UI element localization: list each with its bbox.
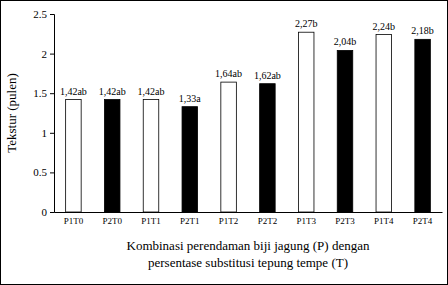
- x-tick-label: P2T2: [258, 216, 278, 226]
- data-labels: 1,42ab 1,42ab 1,42ab 1,33a 1,64ab 1,62ab 2,27b…: [60, 18, 434, 103]
- x-tick-label: P1T2: [219, 216, 239, 226]
- x-tick-label: P2T1: [180, 216, 200, 226]
- y-axis: 0 0.5 1 1.5 2 2.5: [33, 8, 54, 218]
- x-axis-title: Kombinasi perendaman biji jagung (P) den…: [127, 238, 370, 270]
- x-tick-label: P1T0: [64, 216, 84, 226]
- y-tick-mark: [50, 14, 54, 15]
- x-tick: P1T3: [296, 212, 316, 226]
- bar: [260, 84, 276, 212]
- x-tick: P1T2: [219, 212, 239, 226]
- bars: [66, 32, 431, 212]
- bar: [182, 107, 198, 212]
- bar: [415, 39, 431, 212]
- y-tick: 2: [42, 48, 55, 60]
- bar: [104, 100, 120, 212]
- y-tick: 0: [42, 206, 55, 218]
- y-tick-label: 0.5: [33, 166, 47, 178]
- data-label: 2,27b: [295, 18, 318, 29]
- y-tick-mark: [50, 133, 54, 134]
- data-label: 1,62ab: [254, 70, 281, 81]
- bar: [143, 100, 159, 212]
- bar: [66, 100, 82, 212]
- x-tick-label: P2T3: [335, 216, 355, 226]
- x-axis-title-line: persentase substitusi tepung tempe (T): [148, 255, 348, 270]
- data-label: 2,04b: [334, 36, 357, 47]
- figure-frame: [1, 1, 448, 285]
- y-tick-label: 2: [42, 48, 48, 60]
- bar: [298, 32, 314, 212]
- y-tick-label: 1.5: [33, 87, 47, 99]
- x-tick-label: P1T1: [141, 216, 161, 226]
- bar: [337, 50, 353, 212]
- y-tick: 1: [42, 127, 55, 139]
- bar: [376, 35, 392, 212]
- x-tick: P2T0: [102, 212, 122, 226]
- y-tick-mark: [50, 212, 54, 213]
- y-tick-mark: [50, 172, 54, 173]
- data-label: 1,42ab: [138, 86, 165, 97]
- data-label: 2,18b: [411, 25, 434, 36]
- y-tick-label: 0: [42, 206, 48, 218]
- x-tick: P1T1: [141, 212, 161, 226]
- x-axis-line: [55, 212, 443, 213]
- x-tick: P2T1: [180, 212, 200, 226]
- y-axis-title: Tekstur (pulen): [4, 73, 19, 153]
- x-tick-label: P1T4: [374, 216, 394, 226]
- y-tick: 0.5: [33, 166, 54, 178]
- x-tick: P2T3: [335, 212, 355, 226]
- y-axis-line: [50, 15, 55, 213]
- data-label: 1,42ab: [60, 86, 87, 97]
- data-label: 2,24b: [373, 21, 396, 32]
- x-tick: P2T2: [258, 212, 278, 226]
- x-tick-label: P2T4: [413, 216, 433, 226]
- x-tick-label: P2T0: [102, 216, 122, 226]
- y-tick-mark: [50, 54, 54, 55]
- x-tick: P1T4: [374, 212, 394, 226]
- data-label: 1,64ab: [215, 68, 242, 79]
- x-axis-title-line: Kombinasi perendaman biji jagung (P) den…: [127, 238, 370, 253]
- x-tick: P1T0: [64, 212, 84, 226]
- y-tick-mark: [50, 93, 54, 94]
- y-tick-label: 1: [42, 127, 48, 139]
- x-tick-label: P1T3: [296, 216, 316, 226]
- data-label: 1,42ab: [99, 86, 126, 97]
- bar: [221, 82, 237, 212]
- y-tick: 2.5: [33, 8, 54, 20]
- x-axis: P1T0 P2T0 P1T1 P2T1 P1T2 P2T2 P1T3 P2T3 P1T4 P2T4: [55, 212, 443, 226]
- x-tick: P2T4: [413, 212, 433, 226]
- y-tick-label: 2.5: [33, 8, 47, 20]
- data-label: 1,33a: [179, 93, 202, 104]
- y-tick: 1.5: [33, 87, 54, 99]
